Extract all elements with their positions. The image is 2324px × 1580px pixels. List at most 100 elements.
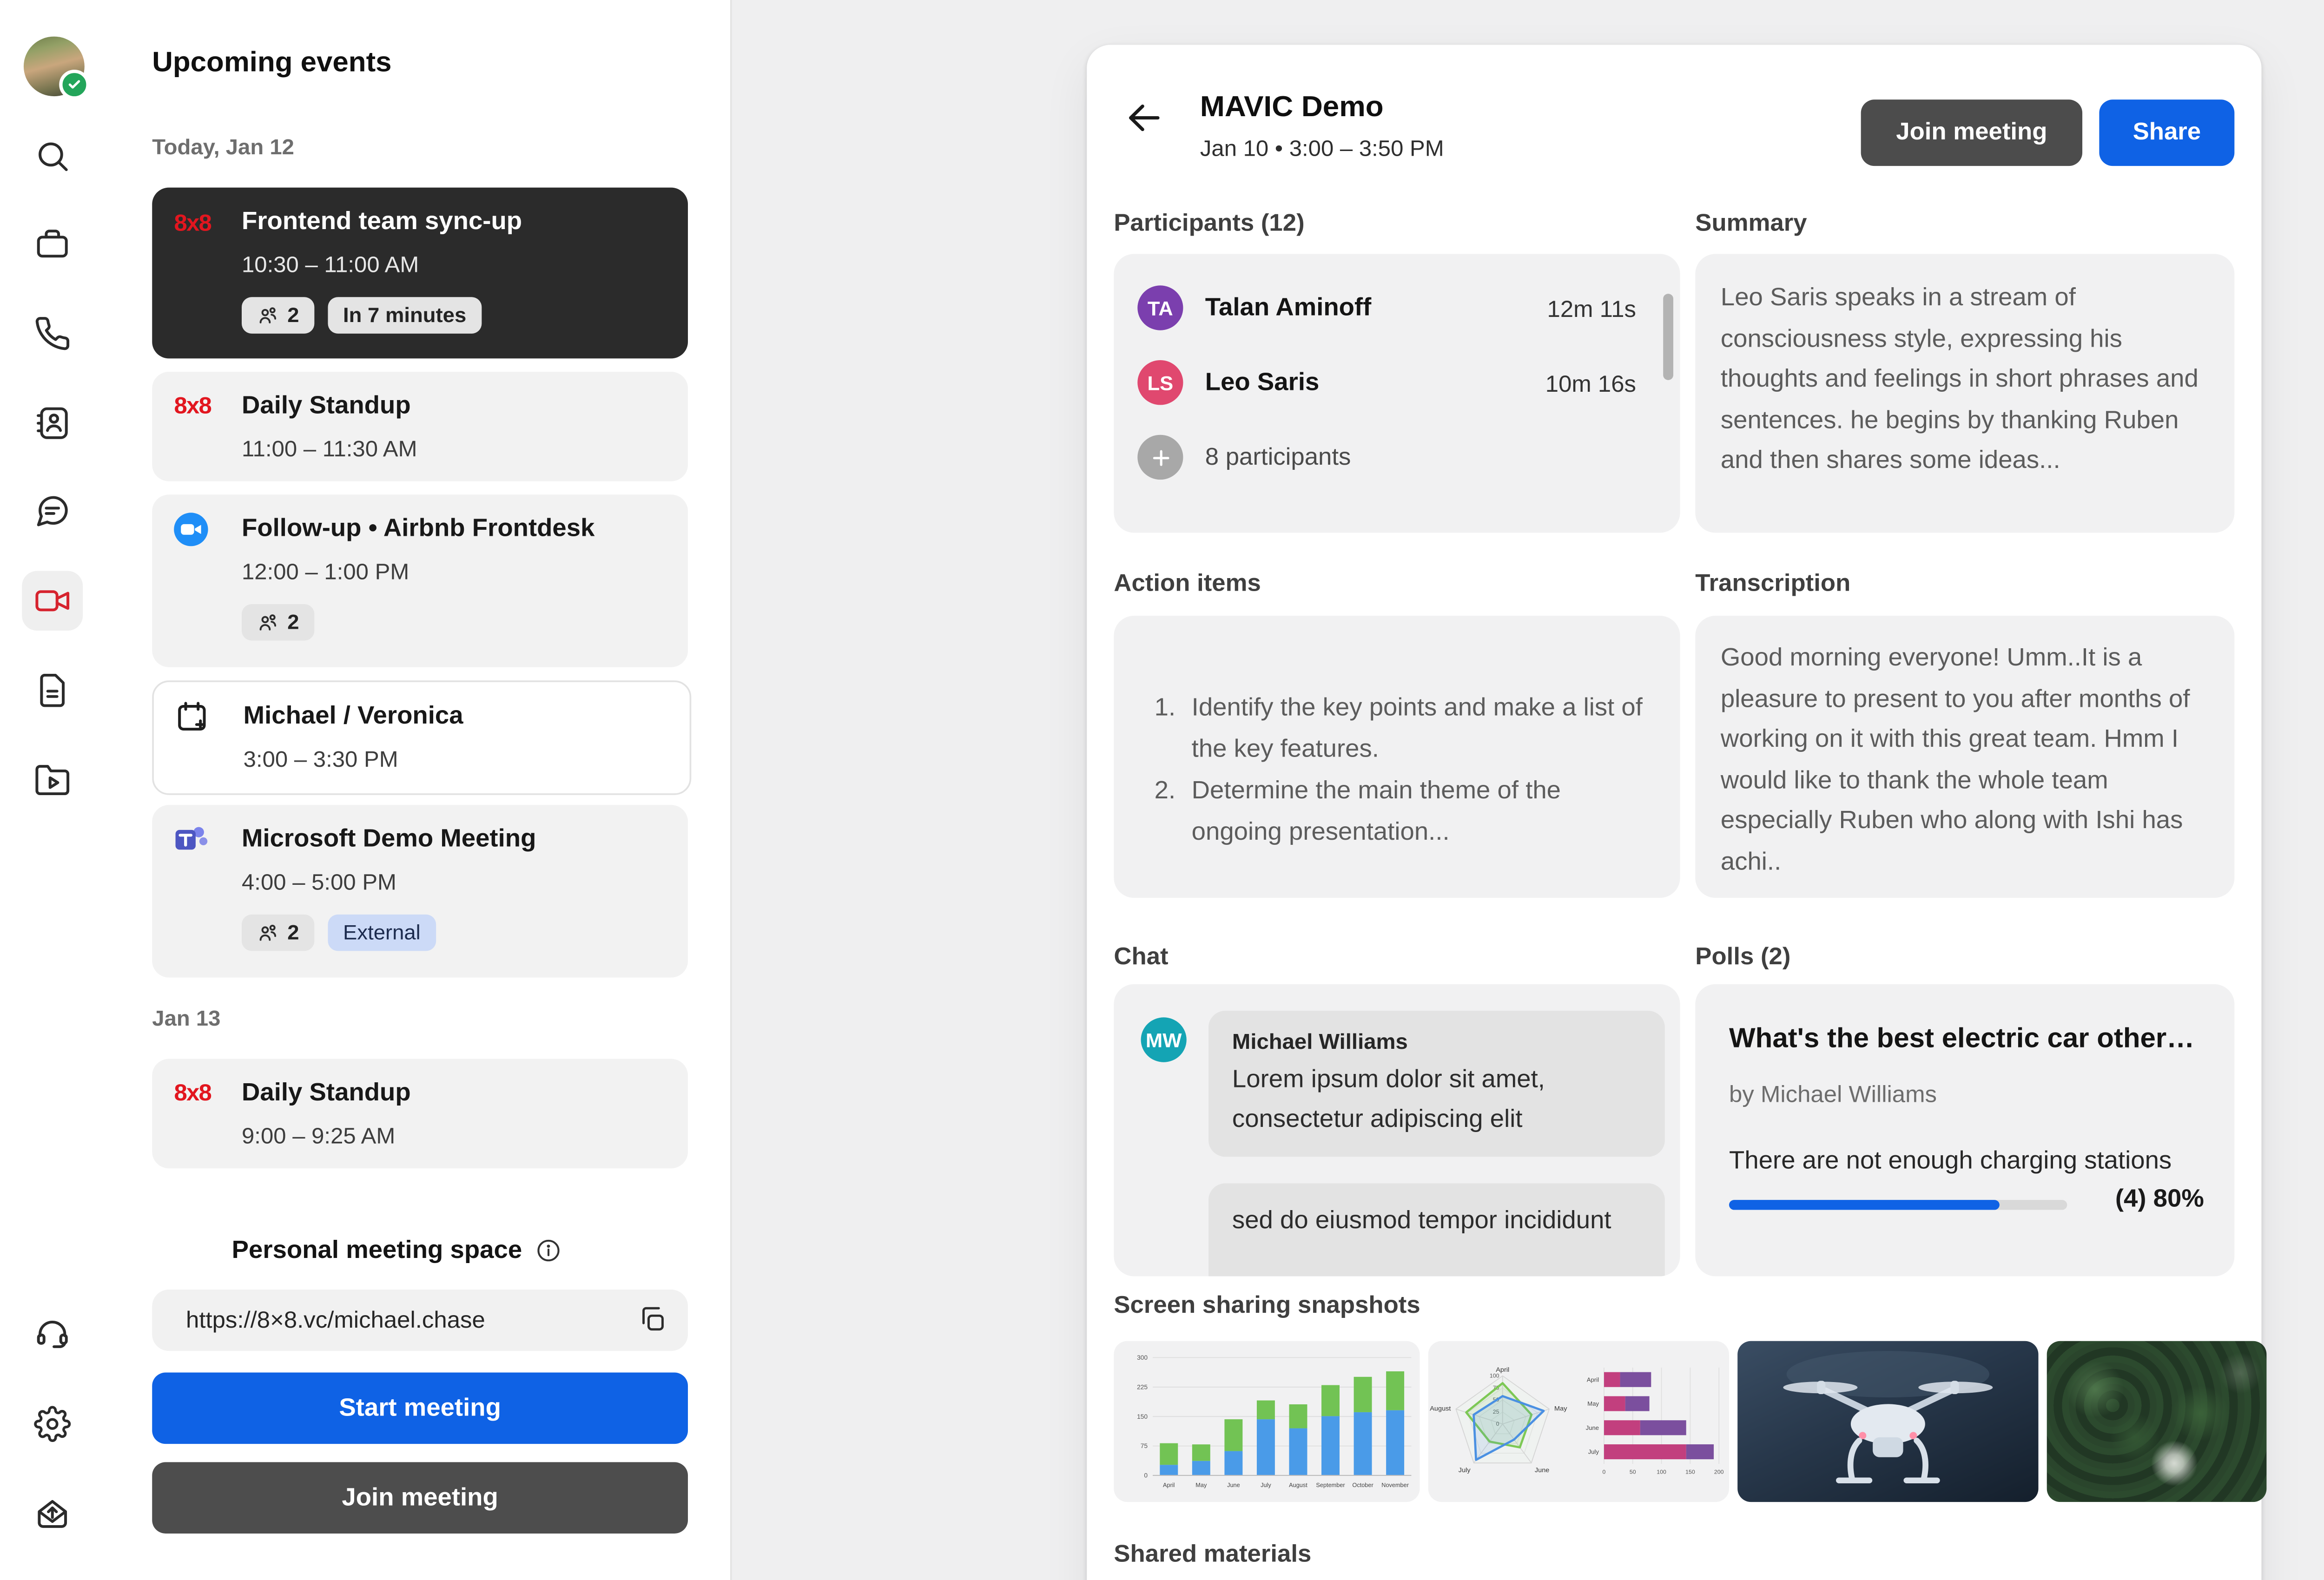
info-icon[interactable] bbox=[535, 1238, 561, 1263]
share-mail-up-icon[interactable] bbox=[34, 1495, 71, 1532]
more-participants-row[interactable]: 8 participants bbox=[1137, 425, 1660, 498]
svg-text:May: May bbox=[1554, 1405, 1567, 1413]
more-participants-label: 8 participants bbox=[1205, 445, 1351, 472]
upcoming-events-sidebar: Upcoming events Today, Jan 12 8x8 Fronte… bbox=[105, 0, 732, 1580]
meeting-datetime: Jan 10 • 3:00 – 3:50 PM bbox=[1200, 136, 1444, 161]
people-icon bbox=[259, 306, 277, 323]
participant-row[interactable]: LS Leo Saris 10m 16s bbox=[1137, 350, 1660, 423]
svg-text:225: 225 bbox=[1137, 1384, 1148, 1391]
chat-heading: Chat bbox=[1114, 944, 1169, 971]
participant-row[interactable]: TA Talan Aminoff 12m 11s bbox=[1137, 276, 1660, 349]
participant-duration: 12m 11s bbox=[1547, 295, 1637, 322]
copy-icon[interactable] bbox=[637, 1304, 667, 1334]
summary-heading: Summary bbox=[1695, 211, 1807, 237]
summary-panel: Leo Saris speaks in a stream of consciou… bbox=[1695, 254, 2235, 533]
participant-name: Leo Saris bbox=[1205, 368, 1320, 397]
svg-text:0: 0 bbox=[1144, 1472, 1148, 1479]
headset-icon[interactable] bbox=[34, 1315, 71, 1351]
participants-panel[interactable]: TA Talan Aminoff 12m 11s LS Leo Saris 10… bbox=[1114, 254, 1680, 533]
snapshots-heading: Screen sharing snapshots bbox=[1114, 1293, 1420, 1320]
participant-duration: 10m 16s bbox=[1545, 370, 1637, 397]
shared-materials-heading: Shared materials bbox=[1114, 1541, 1312, 1568]
meeting-title: MAVIC Demo bbox=[1200, 89, 1384, 123]
8x8-logo-icon: 8x8 bbox=[174, 209, 212, 236]
svg-text:25: 25 bbox=[1493, 1409, 1499, 1415]
meetings-tab-active[interactable] bbox=[22, 571, 83, 631]
event-title: Microsoft Demo Meeting bbox=[242, 824, 536, 853]
personal-meeting-space-title: Personal meeting space bbox=[105, 1237, 688, 1264]
snapshot-forest-photo[interactable] bbox=[2047, 1341, 2267, 1502]
svg-text:50: 50 bbox=[1630, 1469, 1636, 1475]
snapshot-radar-and-bar-chart[interactable]: 0 25 50 75 100 April May June July August 0 50 100 15… bbox=[1428, 1341, 1730, 1502]
event-title: Michael / Veronica bbox=[243, 702, 463, 731]
event-time: 12:00 – 1:00 PM bbox=[242, 559, 409, 585]
snapshot-drone-photo[interactable] bbox=[1737, 1341, 2039, 1502]
event-time: 3:00 – 3:30 PM bbox=[243, 747, 398, 772]
svg-text:75: 75 bbox=[1141, 1442, 1148, 1449]
contacts-icon[interactable] bbox=[34, 405, 71, 441]
svg-text:August: August bbox=[1430, 1405, 1451, 1413]
sidebar-title: Upcoming events bbox=[152, 46, 392, 78]
svg-text:September: September bbox=[1316, 1482, 1345, 1488]
main-content: MAVIC Demo Jan 10 • 3:00 – 3:50 PM Join … bbox=[732, 0, 2324, 1580]
event-microsoft-demo[interactable]: Microsoft Demo Meeting 4:00 – 5:00 PM 2 … bbox=[152, 805, 688, 978]
search-icon[interactable] bbox=[34, 138, 71, 174]
document-icon[interactable] bbox=[34, 672, 71, 709]
svg-text:May: May bbox=[1587, 1400, 1599, 1407]
back-arrow-icon[interactable] bbox=[1124, 98, 1164, 138]
event-frontend-team-sync-up[interactable]: 8x8 Frontend team sync-up 10:30 – 11:00 … bbox=[152, 187, 688, 359]
svg-text:November: November bbox=[1381, 1482, 1409, 1488]
poll-progress-track bbox=[1729, 1200, 2067, 1210]
participant-name: Talan Aminoff bbox=[1205, 294, 1372, 322]
personal-meeting-url[interactable]: https://8×8.vc/michael.chase bbox=[152, 1289, 688, 1351]
event-daily-standup[interactable]: 8x8 Daily Standup 11:00 – 11:30 AM bbox=[152, 371, 688, 481]
chat-panel[interactable]: MW Michael Williams Lorem ipsum dolor si… bbox=[1114, 984, 1680, 1277]
svg-text:April: April bbox=[1496, 1366, 1509, 1374]
recordings-folder-icon[interactable] bbox=[34, 762, 71, 798]
starts-in-badge: In 7 minutes bbox=[328, 297, 482, 334]
participants-scrollbar[interactable] bbox=[1663, 294, 1674, 380]
calendar-plus-icon bbox=[174, 699, 211, 736]
event-title: Follow-up • Airbnb Frontdesk bbox=[242, 514, 595, 543]
people-icon bbox=[259, 924, 277, 940]
settings-gear-icon[interactable] bbox=[34, 1406, 71, 1442]
polls-panel[interactable]: What's the best electric car other… by M… bbox=[1695, 984, 2235, 1277]
phone-icon[interactable] bbox=[34, 316, 71, 352]
poll-question: What's the best electric car other… bbox=[1729, 1024, 2195, 1054]
chat-author: Michael Williams bbox=[1232, 1029, 1408, 1054]
avatar[interactable] bbox=[23, 36, 90, 100]
svg-text:July: July bbox=[1459, 1467, 1471, 1474]
avatar: TA bbox=[1137, 285, 1183, 330]
briefcase-icon[interactable] bbox=[34, 226, 71, 263]
svg-text:April: April bbox=[1587, 1376, 1599, 1383]
event-daily-standup-jan13[interactable]: 8x8 Daily Standup 9:00 – 9:25 AM bbox=[152, 1059, 688, 1169]
chat-icon[interactable] bbox=[34, 493, 71, 530]
svg-text:June: June bbox=[1586, 1424, 1599, 1431]
participants-count-badge: 2 bbox=[242, 604, 315, 641]
event-followup-airbnb[interactable]: Follow-up • Airbnb Frontdesk 12:00 – 1:0… bbox=[152, 494, 688, 667]
svg-text:150: 150 bbox=[1685, 1469, 1695, 1475]
svg-text:June: June bbox=[1535, 1467, 1550, 1474]
meeting-url-text: https://8×8.vc/michael.chase bbox=[186, 1306, 485, 1333]
svg-text:June: June bbox=[1227, 1482, 1240, 1488]
external-badge: External bbox=[328, 914, 436, 951]
start-meeting-button[interactable]: Start meeting bbox=[152, 1372, 688, 1444]
snapshot-stacked-bar-chart[interactable]: 0 75 150 225 300 April May June July August Septem… bbox=[1114, 1341, 1420, 1502]
poll-author: by Michael Williams bbox=[1729, 1080, 1937, 1107]
participants-count-badge: 2 bbox=[242, 914, 315, 951]
join-meeting-button[interactable]: Join meeting bbox=[152, 1462, 688, 1534]
people-icon bbox=[259, 613, 277, 630]
zoom-meeting-icon bbox=[172, 511, 210, 548]
event-title: Frontend team sync-up bbox=[242, 207, 522, 236]
svg-text:0: 0 bbox=[1496, 1421, 1499, 1427]
action-item: Identify the key points and make a list … bbox=[1155, 689, 1643, 763]
event-michael-veronica[interactable]: Michael / Veronica 3:00 – 3:30 PM bbox=[152, 680, 692, 795]
svg-text:April: April bbox=[1163, 1482, 1175, 1488]
meeting-detail-card: MAVIC Demo Jan 10 • 3:00 – 3:50 PM Join … bbox=[1087, 45, 2267, 1580]
polls-heading: Polls (2) bbox=[1695, 944, 1791, 971]
share-button[interactable]: Share bbox=[2099, 99, 2235, 166]
action-items-panel: Identify the key points and make a list … bbox=[1114, 615, 1680, 898]
action-item: Determine the main theme of the ongoing … bbox=[1155, 772, 1561, 846]
event-time: 9:00 – 9:25 AM bbox=[242, 1123, 396, 1149]
join-meeting-button[interactable]: Join meeting bbox=[1861, 99, 2083, 166]
